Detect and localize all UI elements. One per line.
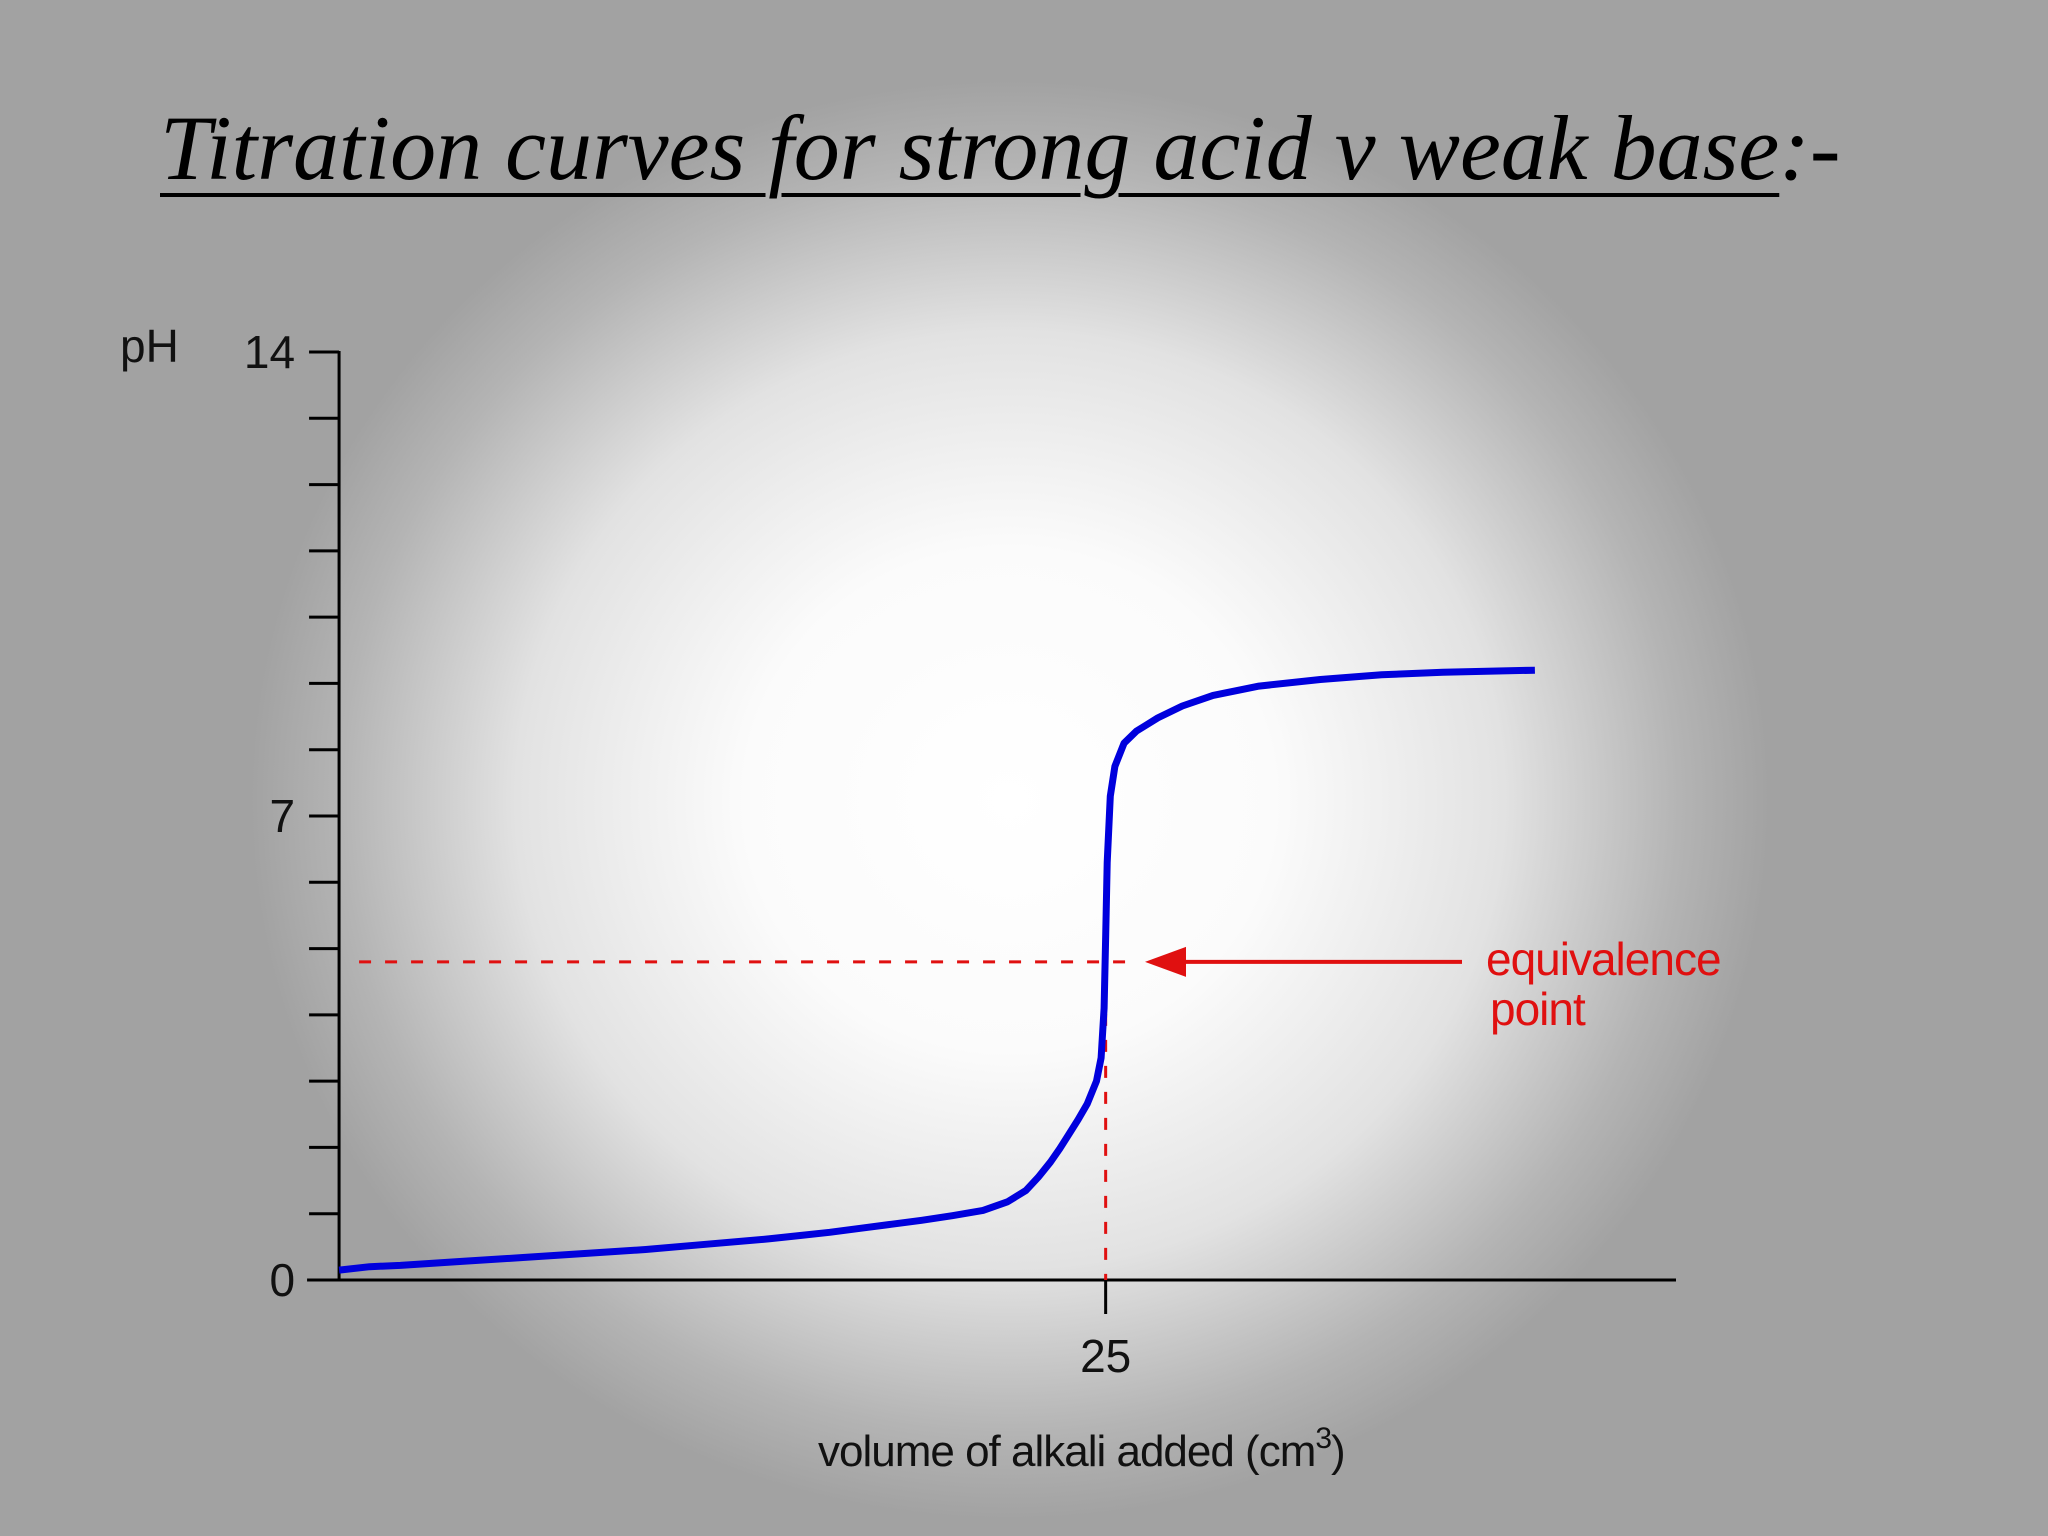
equivalence-arrow-head	[1145, 946, 1186, 977]
slide-title-text: Titration curves for strong acid v weak …	[160, 97, 1780, 199]
y-tick-label: 7	[269, 790, 295, 842]
series	[338, 666, 1535, 1274]
y-axis-label: pH	[120, 320, 179, 372]
x-axis: 25	[307, 1278, 1676, 1382]
equivalence-guides	[359, 960, 1136, 1280]
x-tick-label: 25	[1080, 1330, 1131, 1382]
y-tick-label: 14	[244, 326, 295, 378]
x-axis-label: volume of alkali added (cm3)	[818, 1422, 1345, 1476]
y-tick-label: 0	[269, 1254, 295, 1306]
x-axis-label-close: )	[1331, 1427, 1345, 1476]
axis-labels: pH volume of alkali added (cm3)	[120, 320, 1346, 1476]
slide-title-suffix: :-	[1779, 97, 1841, 199]
titration-curve	[338, 666, 1535, 1274]
annotation-line-2: point	[1490, 983, 1586, 1035]
y-axis: 0 7 14	[244, 326, 341, 1306]
annotation-line-1: equivalence	[1486, 933, 1721, 985]
x-axis-label-text: volume of alkali added (cm	[818, 1427, 1315, 1476]
slide-title: Titration curves for strong acid v weak …	[160, 95, 1841, 201]
x-axis-label-superscript: 3	[1315, 1422, 1331, 1455]
